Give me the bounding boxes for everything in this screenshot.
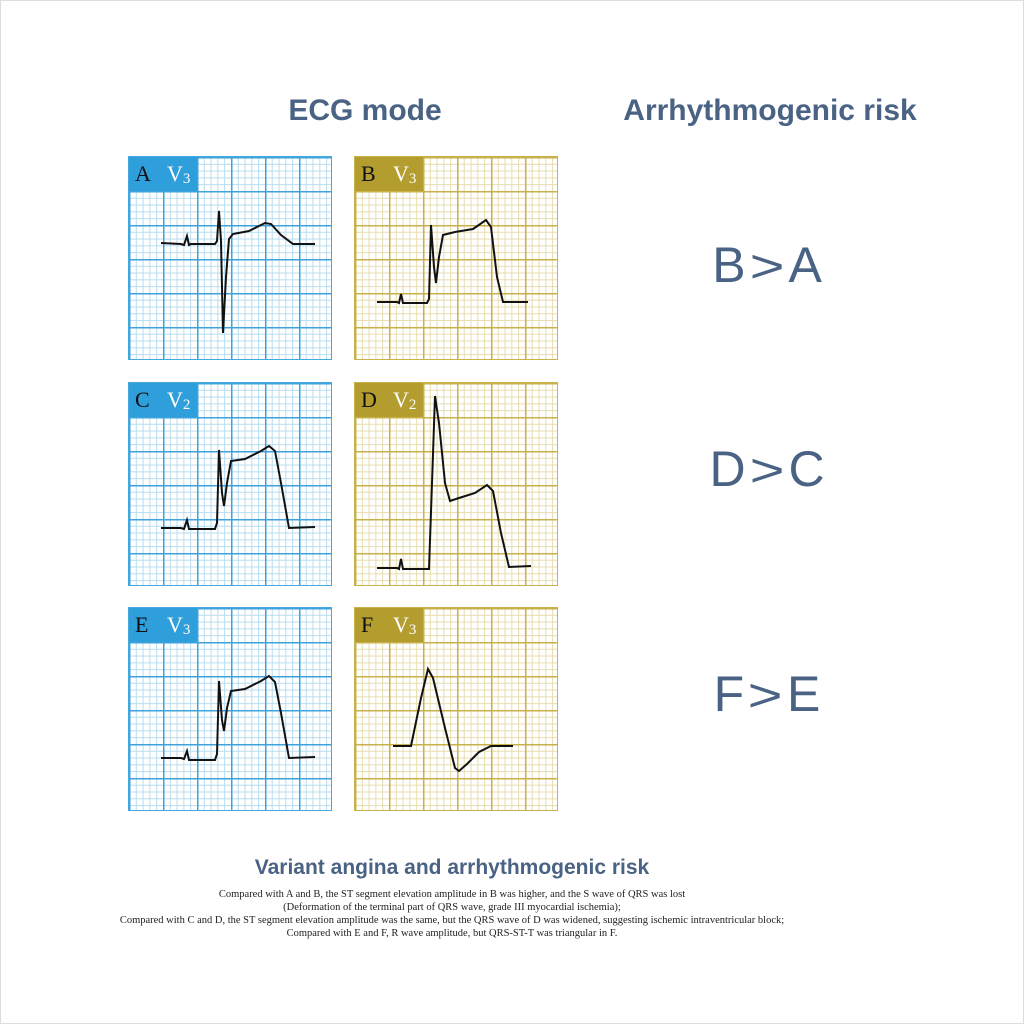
ecg-trace xyxy=(377,218,528,305)
lead-label: V2 xyxy=(167,387,191,413)
panel-label: A V3 xyxy=(129,157,197,191)
ecg-trace xyxy=(160,210,315,334)
caption-line: Compared with C and D, the ST segment el… xyxy=(119,915,785,926)
ecg-panel-b: B V3 xyxy=(354,156,558,360)
lead-label: V2 xyxy=(393,387,417,413)
ecg-panel-e: E V3 xyxy=(128,607,332,811)
ecg-panel-a: A V3 xyxy=(128,156,332,360)
ecg-trace xyxy=(161,444,316,531)
ecg-panel-d: D V2 xyxy=(354,382,558,586)
panel-label: F V3 xyxy=(355,608,423,642)
caption-text: Compared with A and B, the ST segment el… xyxy=(0,888,904,940)
caption-line: Compared with E and F, R wave amplitude,… xyxy=(286,928,618,939)
panel-letter: A xyxy=(135,161,151,186)
caption-line: (Deformation of the terminal part of QRS… xyxy=(283,902,621,913)
caption-line: Compared with A and B, the ST segment el… xyxy=(218,889,686,900)
comparison-d-c: D>C xyxy=(709,441,827,497)
comparison-f-e: F>E xyxy=(713,666,823,722)
panel-label: B V3 xyxy=(355,157,423,191)
panel-letter: D xyxy=(361,387,377,412)
lead-label: V3 xyxy=(167,612,191,638)
lead-label: V3 xyxy=(393,161,417,187)
panel-letter: C xyxy=(135,387,150,412)
comparison-b-a: B>A xyxy=(712,237,824,293)
ecg-mode-title: ECG mode xyxy=(288,94,442,127)
risk-title: Arrhythmogenic risk xyxy=(623,94,917,127)
ecg-panel-c: C V2 xyxy=(128,382,332,586)
ecg-trace xyxy=(161,674,316,761)
panel-label: D V2 xyxy=(355,383,423,417)
panel-letter: F xyxy=(361,612,374,637)
panel-label: C V2 xyxy=(129,383,197,417)
panel-letter: B xyxy=(361,161,376,186)
ecg-trace xyxy=(377,395,532,571)
ecg-trace xyxy=(393,666,513,773)
lead-label: V3 xyxy=(167,161,191,187)
ecg-panel-f: F V3 xyxy=(354,607,558,811)
panel-letter: E xyxy=(135,612,149,637)
caption-title: Variant angina and arrhythmogenic risk xyxy=(254,856,650,879)
lead-label: V3 xyxy=(393,612,417,638)
panel-label: E V3 xyxy=(129,608,197,642)
